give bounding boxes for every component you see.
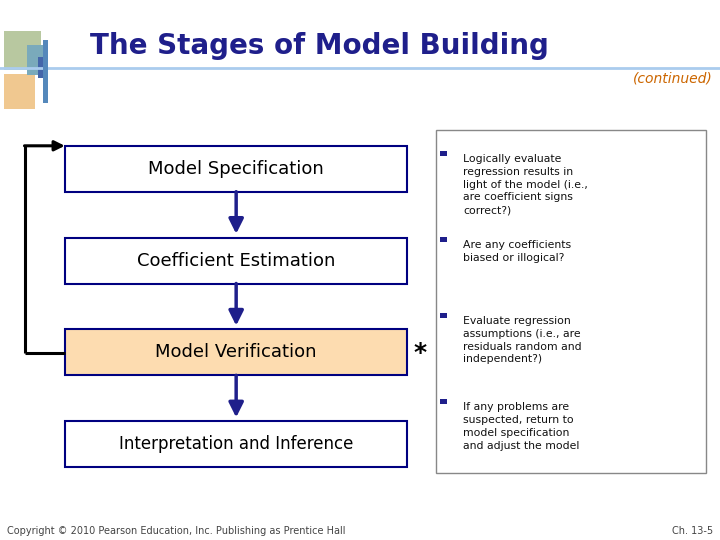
Bar <box>43 40 48 103</box>
Text: Interpretation and Inference: Interpretation and Inference <box>119 435 353 453</box>
Text: Model Verification: Model Verification <box>155 343 317 361</box>
Text: Model Specification: Model Specification <box>148 160 324 178</box>
Text: If any problems are
suspected, return to
model specification
and adjust the mode: If any problems are suspected, return to… <box>463 402 580 451</box>
Bar <box>4 31 41 70</box>
Bar <box>440 399 447 404</box>
Bar <box>436 130 706 472</box>
Bar <box>65 421 407 467</box>
Text: *: * <box>414 341 427 364</box>
Text: Are any coefficients
biased or illogical?: Are any coefficients biased or illogical… <box>463 240 571 263</box>
Bar <box>38 57 48 78</box>
Text: Evaluate regression
assumptions (i.e., are
residuals random and
independent?): Evaluate regression assumptions (i.e., a… <box>463 316 582 364</box>
Bar <box>27 45 46 75</box>
Bar <box>440 237 447 242</box>
Bar <box>65 238 407 284</box>
Text: Logically evaluate
regression results in
light of the model (i.e.,
are coefficie: Logically evaluate regression results in… <box>463 154 588 215</box>
Text: (continued): (continued) <box>633 71 713 85</box>
Bar <box>440 313 447 318</box>
Text: Copyright © 2010 Pearson Education, Inc. Publishing as Prentice Hall: Copyright © 2010 Pearson Education, Inc.… <box>7 525 346 536</box>
Text: Coefficient Estimation: Coefficient Estimation <box>137 252 335 269</box>
Bar <box>65 329 407 375</box>
Bar <box>4 74 35 109</box>
Text: Ch. 13-5: Ch. 13-5 <box>672 525 713 536</box>
Text: The Stages of Model Building: The Stages of Model Building <box>90 32 549 60</box>
Bar <box>65 146 407 192</box>
Bar <box>440 151 447 156</box>
